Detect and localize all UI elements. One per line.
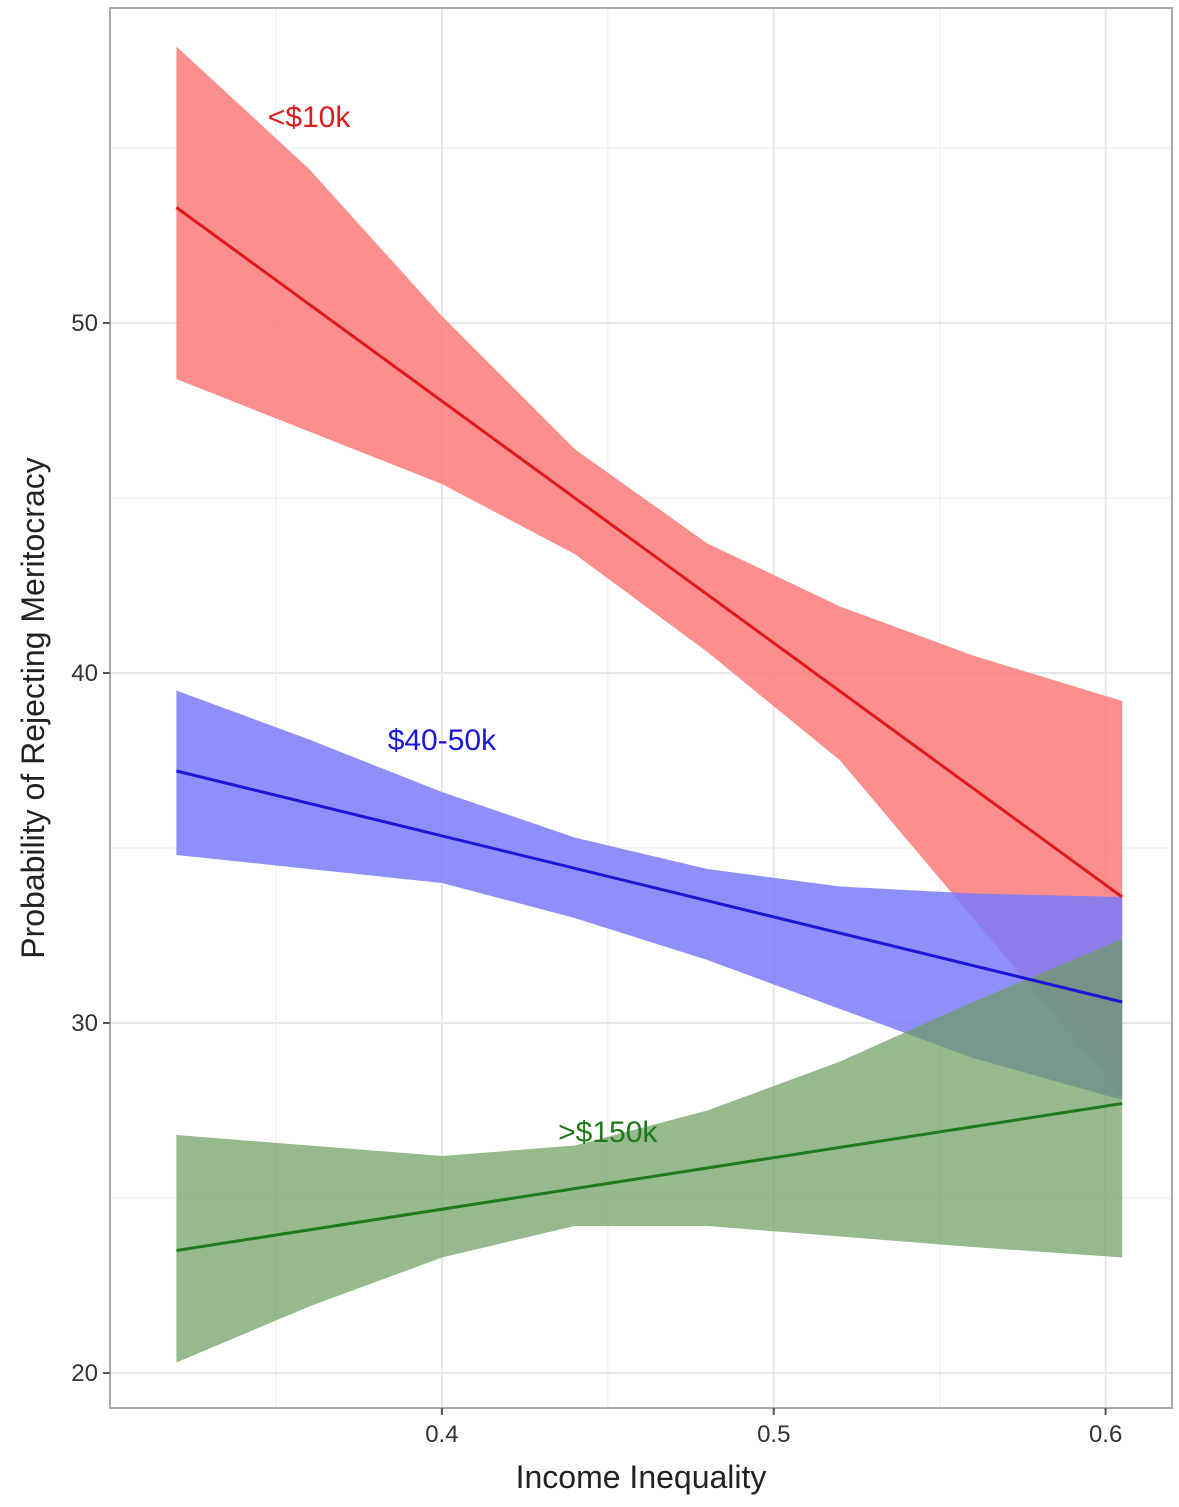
series-lines [175,206,1124,1252]
confidence-band-1 [176,690,1123,1100]
y-tick-label: 40 [71,660,98,687]
y-tick-label: 30 [71,1010,98,1037]
confidence-band-0 [176,46,1123,1097]
series-labels: <$10k $40-50k >$150k [268,101,659,1149]
series-label-2: >$150k [558,1116,658,1149]
series-line-0 [175,206,1124,899]
confidence-band-2 [176,939,1123,1363]
series-label-1: $40-50k [388,724,497,757]
plot-border [109,7,1173,1409]
y-tick-label: 50 [71,310,98,337]
x-tick-label: 0.4 [425,1421,458,1448]
x-tick-label: 0.6 [1089,1421,1122,1448]
series-line-1 [176,769,1123,1004]
axis-ticks: 0.4 0.5 0.6 20 30 40 50 [71,310,1122,1448]
y-axis-title: Probability of Rejecting Meritocracy [15,457,51,959]
y-tick-label: 20 [71,1360,98,1387]
x-axis-title: Income Inequality [516,1459,767,1495]
confidence-bands [176,46,1123,1363]
x-tick-label: 0.5 [757,1421,790,1448]
series-line-2 [176,1102,1123,1252]
series-label-0: <$10k [268,101,352,134]
